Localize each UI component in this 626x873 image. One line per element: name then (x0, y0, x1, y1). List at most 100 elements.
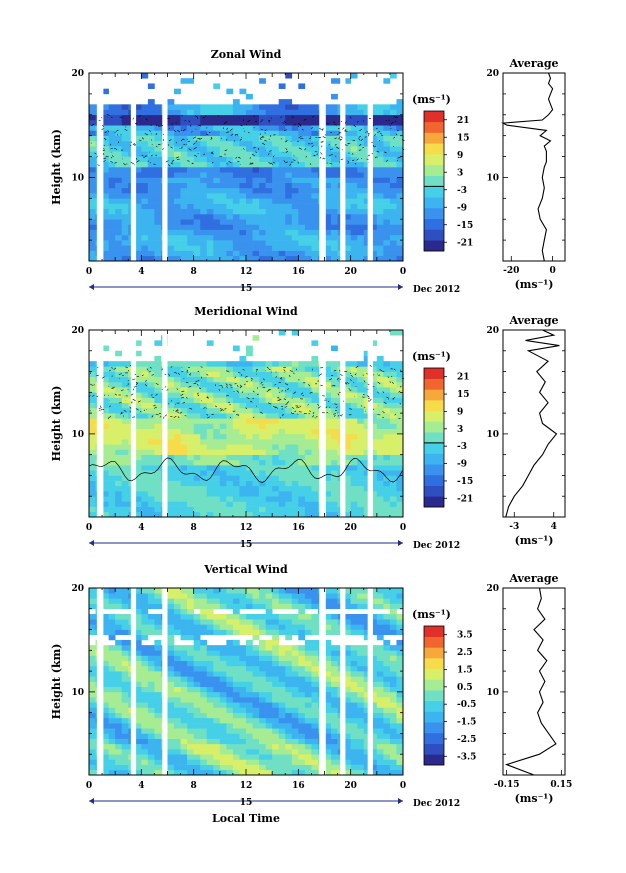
heat-cell (108, 733, 116, 739)
heat-cell (252, 702, 260, 708)
heat-cell (324, 125, 332, 131)
heat-cell (89, 104, 96, 110)
heat-cell (167, 387, 175, 393)
heat-cell (265, 208, 273, 215)
heat-cell (272, 413, 280, 419)
heat-cell (147, 480, 155, 487)
heat-cell (278, 407, 286, 414)
heat-cell (213, 229, 221, 236)
heat-cell (389, 219, 397, 225)
heat-cell (187, 759, 194, 765)
heat-cell (324, 208, 332, 215)
heat-cell (134, 501, 142, 507)
heat-cell (180, 397, 188, 404)
heat-cell (370, 203, 378, 210)
heat-cell (331, 501, 338, 507)
heat-cell (259, 140, 266, 147)
heat-cell (187, 392, 194, 398)
heat-cell (174, 250, 181, 257)
heat-cell (200, 130, 208, 136)
contour-segment (151, 374, 154, 376)
heat-cell (141, 156, 149, 163)
heat-cell (272, 193, 280, 199)
contour-segment (324, 134, 326, 136)
heat-cell (291, 198, 299, 204)
heat-cell (187, 402, 194, 409)
heat-cell (344, 418, 351, 424)
heat-cell (219, 392, 227, 398)
heat-cell (324, 475, 332, 481)
heat-cell (252, 691, 260, 698)
heat-cell (252, 177, 260, 183)
heat-cell (187, 671, 194, 677)
heat-cell (134, 613, 142, 620)
heat-cell (206, 392, 214, 398)
heat-cell (363, 198, 371, 204)
contour-segment (299, 124, 302, 127)
heat-cell (115, 151, 123, 157)
heat-cell (206, 743, 214, 750)
heat-cell (193, 769, 201, 776)
heat-cell (174, 702, 181, 708)
heat-cell (154, 156, 162, 163)
heat-cell (344, 229, 351, 236)
contour-segment (238, 156, 241, 159)
heat-cell (115, 140, 123, 147)
heat-cell (121, 475, 129, 481)
heat-cell (344, 78, 351, 84)
heat-cell (89, 655, 96, 662)
heat-cell (324, 392, 332, 398)
heat-cell (200, 665, 208, 672)
heat-cell (193, 146, 201, 152)
heat-cell (180, 743, 188, 750)
heat-cell (311, 485, 319, 492)
heat-cell (147, 496, 155, 502)
heat-cell (311, 465, 319, 471)
heat-cell (278, 397, 286, 404)
contour-segment (133, 386, 137, 388)
heat-cell (324, 361, 332, 367)
heat-cell (200, 769, 208, 776)
heat-cell (298, 496, 306, 502)
heatmap-cells (89, 588, 404, 776)
contour-segment (351, 159, 355, 162)
contour-segment (269, 150, 272, 152)
heat-cell (331, 167, 338, 173)
heat-cell (304, 250, 312, 257)
heat-cell (187, 749, 194, 755)
heat-cell (246, 140, 253, 147)
heat-cell (311, 496, 319, 502)
heat-cell (102, 345, 109, 352)
heat-cell (239, 366, 247, 372)
heat-cell (141, 167, 149, 173)
heat-cell (239, 613, 247, 620)
heat-cell (324, 156, 332, 163)
heat-cell (174, 613, 181, 620)
contour-segment (102, 376, 105, 379)
heat-cell (370, 475, 378, 481)
heat-cell (108, 697, 116, 703)
heat-cell (187, 660, 194, 667)
heat-cell (167, 759, 175, 765)
heat-cell (285, 470, 293, 476)
heat-cell (115, 219, 123, 225)
contour-segment (184, 119, 187, 122)
contour-segment (110, 156, 113, 159)
heat-cell (396, 433, 404, 440)
heat-cell (213, 588, 221, 594)
heat-cell (180, 240, 188, 246)
heat-cell (154, 433, 162, 440)
heat-cell (102, 660, 109, 667)
heat-cell (226, 603, 234, 610)
heat-cell (187, 686, 194, 693)
heat-cell (278, 480, 286, 487)
heat-cell (272, 172, 280, 178)
heat-cell (389, 511, 397, 518)
heat-cell (389, 125, 397, 131)
heat-cell (115, 619, 123, 625)
heat-cell (324, 187, 332, 194)
heat-cell (213, 671, 221, 677)
heat-cell (363, 428, 371, 435)
heat-cell (213, 182, 221, 189)
heat-cell (219, 140, 227, 147)
